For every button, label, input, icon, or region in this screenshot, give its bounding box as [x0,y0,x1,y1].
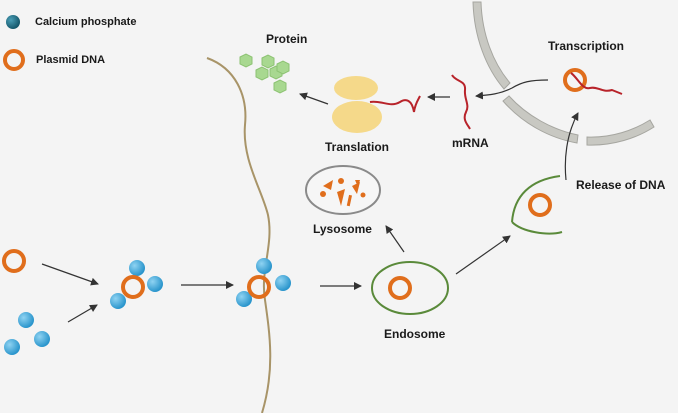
legend-plasmid-dna-label: Plasmid DNA [36,54,106,66]
mrna-label: mRNA [452,136,489,150]
legend-calcium-phosphate-label: Calcium phosphate [35,16,137,28]
endosome-plasmid [388,276,412,300]
legend-plasmid-dna-icon [3,49,25,71]
nascent-mrna [570,72,623,95]
degraded-dna-fragments [320,178,366,207]
protein-label: Protein [266,32,308,46]
arrow-to-release [455,235,511,275]
ribosome-small-subunit [334,76,378,100]
translating-mrna [369,95,421,113]
arrow-plasmid-to-complex [41,263,99,286]
arrow-calcium-to-complex [67,304,98,323]
nuclear-envelope [472,1,655,146]
translation-label: Translation [325,140,390,154]
release-vesicle-upper [511,175,561,223]
lysosome-label: Lysosome [313,222,372,236]
release-vesicle-lower [511,221,563,235]
nuclear-plasmid [563,68,587,92]
legend-calcium-phosphate-icon [6,15,20,29]
endosome [371,261,449,315]
ribosome-large-subunit [332,101,382,133]
arrow-mrna-export [475,79,549,100]
arrow-to-lysosome [385,225,405,253]
transcription-label: Transcription [548,39,625,53]
mrna-strand [451,74,471,130]
released-plasmid [528,193,552,217]
arrow-to-protein [299,92,329,105]
protein-cluster [239,53,290,94]
dna-calcium-complex [110,260,163,309]
arrow-to-nucleus [564,112,579,181]
endosome-label: Endosome [384,327,446,341]
complex-at-membrane [236,258,291,307]
release-of-dna-label: Release of DNA [576,178,666,192]
free-calcium-particles [4,312,50,355]
free-plasmid-dna [2,249,26,273]
cell-membrane [206,57,272,413]
